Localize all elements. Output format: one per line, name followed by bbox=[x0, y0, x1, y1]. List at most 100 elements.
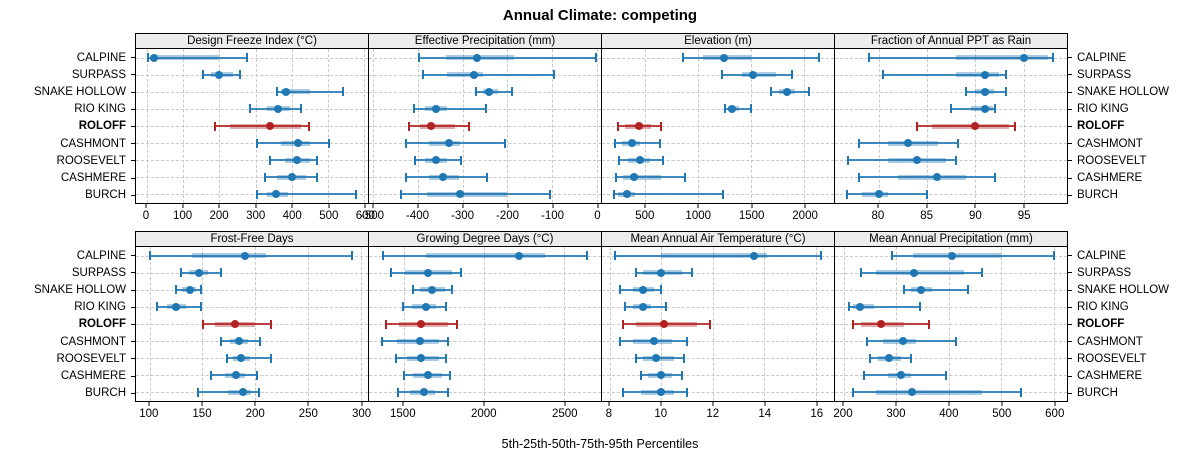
whisker-cap-high bbox=[994, 104, 997, 114]
x-tick bbox=[218, 204, 220, 208]
whisker-cap-high bbox=[445, 353, 448, 363]
x-tick-label: -300 bbox=[450, 210, 475, 222]
x-axis: 80 85 90 95 bbox=[834, 204, 1068, 228]
median-dot bbox=[913, 156, 922, 165]
whisker-cap-low bbox=[269, 155, 272, 165]
y-label-row-cashmont: CASHMONT bbox=[0, 333, 135, 350]
gridline-horizontal bbox=[136, 177, 368, 179]
whisker-line bbox=[198, 391, 260, 394]
whisker-cap-high bbox=[665, 302, 668, 312]
median-dot bbox=[657, 268, 666, 277]
whisker-cap-low bbox=[681, 53, 684, 63]
y-label-row-burch: BURCH bbox=[0, 187, 135, 204]
whisker-cap-low bbox=[612, 189, 615, 199]
whisker-cap-low bbox=[202, 319, 205, 329]
whisker-cap-high bbox=[449, 370, 452, 380]
y-tick bbox=[131, 272, 135, 274]
whisker-cap-high bbox=[459, 155, 462, 165]
whisker-cap-high bbox=[316, 155, 319, 165]
median-dot bbox=[215, 70, 224, 79]
y-tick bbox=[131, 143, 135, 145]
gridline-horizontal bbox=[369, 392, 601, 394]
y-label-row-snake-hollow: SNAKE HOLLOW bbox=[1068, 83, 1200, 100]
whisker-line bbox=[613, 193, 724, 196]
y-label-snake-hollow: SNAKE HOLLOW bbox=[33, 284, 126, 297]
panel-frost-free-days: Frost-Free Days 100 150 200 250 300 bbox=[135, 231, 371, 426]
whisker-cap-low bbox=[412, 104, 415, 114]
y-tick bbox=[1068, 306, 1072, 308]
whisker-cap-high bbox=[328, 138, 331, 148]
gridline-horizontal bbox=[369, 358, 601, 360]
whisker-cap-low bbox=[858, 138, 861, 148]
whisker-cap-high bbox=[299, 104, 302, 114]
whisker-line bbox=[864, 374, 946, 377]
iqr-band bbox=[191, 253, 266, 259]
gridline-horizontal bbox=[136, 57, 368, 59]
y-tick bbox=[131, 160, 135, 162]
x-tick bbox=[597, 204, 598, 208]
whisker-cap-high bbox=[956, 138, 959, 148]
whisker-cap-high bbox=[684, 172, 687, 182]
median-dot bbox=[980, 87, 989, 96]
whisker-cap-high bbox=[351, 251, 354, 261]
whisker-cap-high bbox=[341, 87, 344, 97]
y-tick bbox=[131, 177, 135, 179]
y-axis-labels-right-row1: CALPINE SURPASS SNAKE HOLLOW RIO KING ROLOFF… bbox=[1068, 33, 1200, 228]
y-tick bbox=[1068, 57, 1072, 59]
whisker-cap-high bbox=[928, 319, 931, 329]
median-dot bbox=[445, 139, 454, 148]
whisker-cap-high bbox=[660, 285, 663, 295]
median-dot bbox=[750, 251, 759, 260]
gridline-horizontal bbox=[369, 160, 601, 162]
whisker-cap-low bbox=[403, 370, 406, 380]
whisker-cap-low bbox=[617, 121, 620, 131]
median-dot bbox=[294, 139, 303, 148]
whisker-cap-low bbox=[720, 70, 723, 80]
whisker-cap-low bbox=[614, 172, 617, 182]
whisker-cap-low bbox=[156, 302, 159, 312]
x-tick bbox=[948, 402, 950, 406]
whisker-cap-low bbox=[214, 121, 217, 131]
x-tick-label: 14 bbox=[758, 408, 772, 420]
median-dot bbox=[428, 285, 437, 294]
whisker-line bbox=[383, 254, 588, 257]
panel-strip: Fraction of Annual PPT as Rain bbox=[834, 33, 1068, 49]
median-dot bbox=[874, 190, 883, 199]
median-dot bbox=[287, 173, 296, 182]
y-tick bbox=[131, 108, 135, 110]
whisker-cap-high bbox=[355, 189, 358, 199]
median-dot bbox=[282, 87, 291, 96]
y-tick bbox=[1068, 358, 1072, 360]
gridline-horizontal bbox=[835, 194, 1067, 196]
whisker-cap-low bbox=[866, 336, 869, 346]
whisker-cap-low bbox=[382, 251, 385, 261]
whisker-cap-high bbox=[722, 189, 725, 199]
panel-strip: Growing Degree Days (°C) bbox=[368, 231, 602, 247]
x-tick bbox=[182, 204, 184, 208]
whisker-cap-high bbox=[944, 370, 947, 380]
y-label-row-surpass: SURPASS bbox=[0, 264, 135, 281]
x-tick-label: 300 bbox=[246, 210, 266, 222]
x-tick-label: 95 bbox=[1017, 210, 1031, 222]
whisker-line bbox=[257, 142, 330, 145]
median-dot bbox=[634, 122, 643, 130]
gridline-horizontal bbox=[369, 324, 601, 325]
gridline-horizontal bbox=[369, 126, 601, 127]
whisker-line bbox=[951, 107, 996, 110]
y-label-row-roosevelt: ROOSEVELT bbox=[0, 152, 135, 169]
whisker-cap-high bbox=[925, 189, 928, 199]
gridline-horizontal bbox=[136, 143, 368, 145]
x-tick bbox=[148, 402, 150, 406]
gridline-horizontal bbox=[602, 143, 834, 145]
y-label-row-rio-king: RIO KING bbox=[1068, 299, 1200, 316]
whisker-cap-low bbox=[634, 268, 637, 278]
y-tick bbox=[131, 341, 135, 343]
y-tick bbox=[131, 125, 135, 127]
y-label-row-cashmere: CASHMERE bbox=[0, 368, 135, 385]
y-label-row-roosevelt: ROOSEVELT bbox=[0, 350, 135, 367]
x-tick bbox=[842, 402, 844, 406]
whisker-cap-low bbox=[639, 370, 642, 380]
median-dot bbox=[266, 122, 275, 130]
y-label-row-calpine: CALPINE bbox=[0, 247, 135, 264]
